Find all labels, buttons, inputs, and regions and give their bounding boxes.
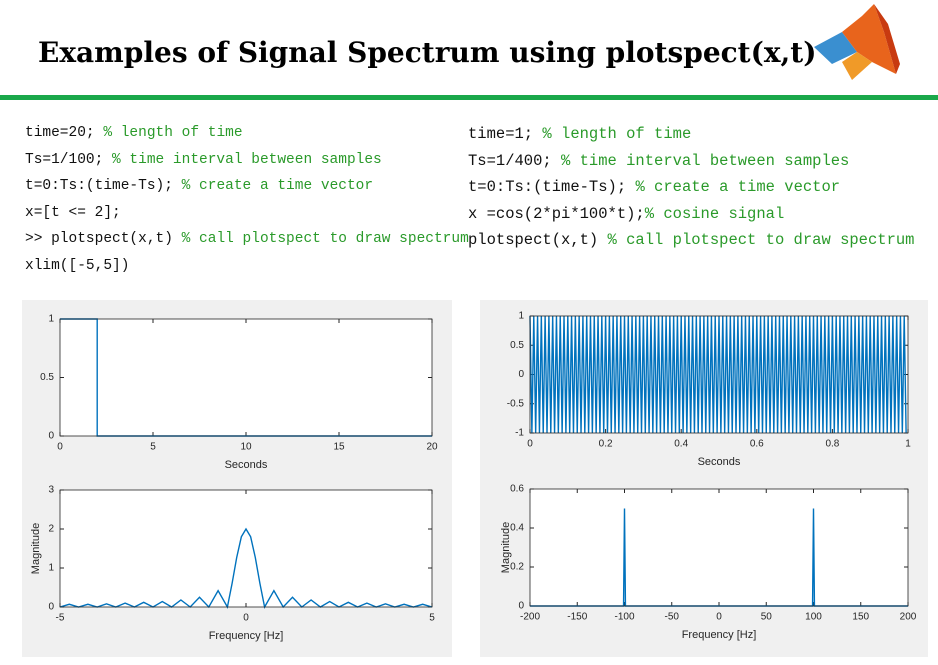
code-comment: % length of time [542,125,692,143]
code-text: t=0:Ts:(time-Ts); [25,178,182,194]
y-tick-label: 0 [48,431,54,442]
code-text: plotspect(x,t) [468,231,608,249]
code-line: t=0:Ts:(time-Ts); % create a time vector [468,174,914,201]
y-tick-label: 2 [48,524,54,535]
y-tick-label: 0.5 [40,372,54,383]
x-tick-label: 20 [426,442,438,453]
slide-title: Examples of Signal Spectrum using plotsp… [38,36,817,69]
code-comment: % call plotspect to draw spectrum [607,231,915,249]
y-tick-label: 0 [518,369,524,380]
code-line: >> plotspect(x,t) % call plotspect to dr… [25,226,469,253]
x-tick-label: -50 [665,612,680,623]
code-line: Ts=1/100; % time interval between sample… [25,147,469,174]
code-line: time=1; % length of time [468,121,914,148]
x-tick-label: 5 [150,442,156,453]
code-comment: % create a time vector [635,178,841,196]
plot-area [530,489,908,606]
x-tick-label: 0 [57,442,63,453]
x-axis-label: Frequency [Hz] [209,630,284,642]
y-tick-label: 1 [48,314,54,325]
code-line: Ts=1/400; % time interval between sample… [468,148,914,175]
code-text: time=1; [468,125,543,143]
y-tick-label: 3 [48,485,54,496]
y-tick-label: 0 [518,601,524,612]
y-tick-label: -1 [515,428,524,439]
code-left: time=20; % length of time Ts=1/100; % tim… [25,120,469,279]
x-tick-label: -200 [520,612,540,623]
y-tick-label: 1 [518,311,524,322]
code-comment: % time interval between samples [561,151,850,170]
y-axis-label: Magnitude [30,523,42,574]
x-tick-label: -150 [567,612,587,623]
code-line: time=20; % length of time [25,120,469,147]
code-comment: % time interval between samples [112,151,382,168]
matlab-logo [814,4,900,80]
x-tick-label: 150 [852,612,869,623]
x-tick-label: 50 [761,612,773,623]
y-tick-label: 0.5 [510,340,524,351]
code-line: t=0:Ts:(time-Ts); % create a time vector [25,173,469,200]
y-axis-label: Magnitude [500,522,512,573]
x-tick-label: 100 [805,612,822,623]
code-text: t=0:Ts:(time-Ts); [468,178,636,196]
x-tick-label: 0 [243,613,249,624]
x-tick-label: -100 [614,612,634,623]
code-text: Ts=1/100; [25,151,113,168]
x-tick-label: 200 [900,612,917,623]
plot-area [60,319,432,436]
x-tick-label: -5 [56,613,65,624]
code-line: x =cos(2*pi*100*t);% cosine signal [468,201,914,228]
code-text: xlim([-5,5]) [25,257,130,274]
axes-frame [59,318,433,437]
axes-frame [59,489,433,608]
code-line: x=[t <= 2]; [25,200,469,227]
code-comment: % create a time vector [181,178,374,194]
code-text: x=[t <= 2]; [25,204,121,221]
x-tick-label: 10 [240,442,252,453]
code-text: time=20; [25,125,104,141]
code-line: plotspect(x,t) % call plotspect to draw … [468,227,914,254]
y-tick-label: 0 [48,602,54,613]
x-tick-label: 0 [716,612,722,623]
y-tick-label: 1 [48,563,54,574]
axes-frame [529,488,909,607]
code-right: time=1; % length of time Ts=1/400; % time… [468,121,914,254]
x-tick-label: 0.8 [825,439,839,450]
x-axis-label: Seconds [225,459,268,471]
code-comment: % length of time [103,125,243,141]
code-text: >> plotspect(x,t) [25,231,182,247]
x-tick-label: 1 [905,439,911,450]
x-tick-label: 15 [333,442,345,453]
code-comment: % cosine signal [644,204,785,223]
y-tick-label: 0.4 [510,523,524,534]
x-axis-label: Seconds [698,456,741,468]
code-text: x =cos(2*pi*100*t); [468,204,645,223]
data-line [529,315,907,434]
y-tick-label: 0.6 [510,484,524,495]
code-line: xlim([-5,5]) [25,253,469,280]
code-text: Ts=1/400; [468,151,562,170]
axes-frame [529,315,909,434]
y-tick-label: 0.2 [510,562,524,573]
y-tick-label: -0.5 [507,398,525,409]
plot-area [60,490,432,607]
x-tick-label: 0.4 [674,439,688,450]
x-axis-label: Frequency [Hz] [682,629,757,641]
x-tick-label: 0 [527,439,533,450]
divider [0,95,938,100]
data-line [59,527,433,609]
code-comment: % call plotspect to draw spectrum [181,231,469,247]
x-tick-label: 0.2 [599,439,613,450]
x-tick-label: 0.6 [750,439,764,450]
x-tick-label: 5 [429,613,435,624]
